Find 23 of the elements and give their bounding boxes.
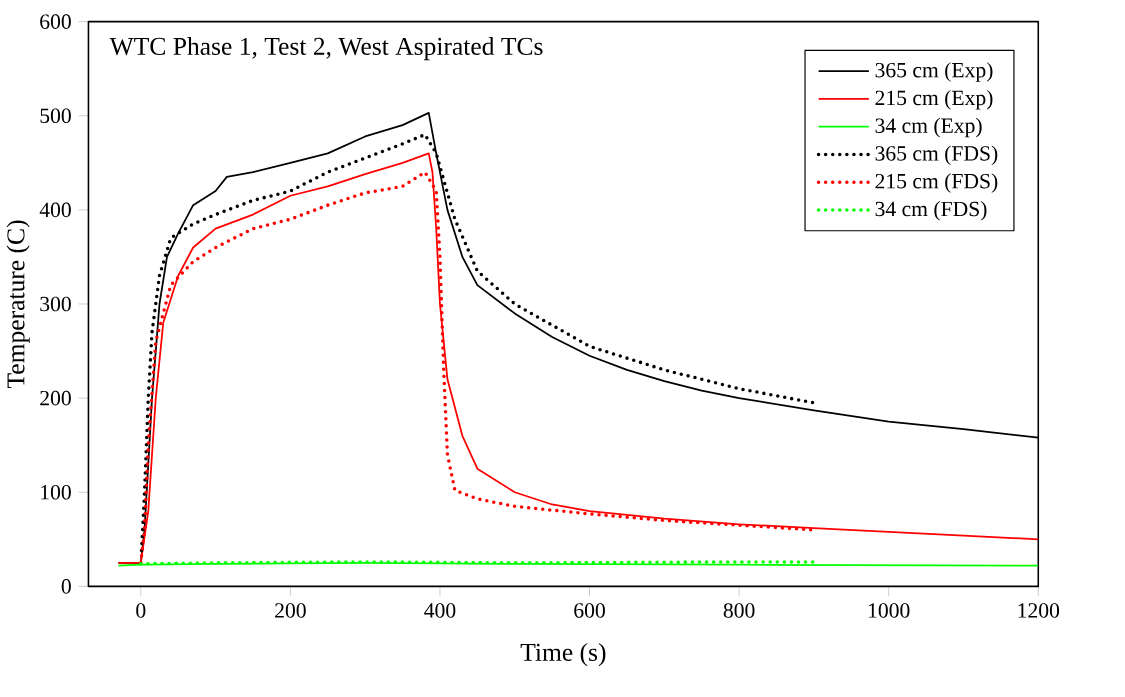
legend-label: 365 cm (Exp): [875, 62, 993, 82]
x-tick-label: 1200: [1018, 602, 1060, 618]
y-tick-label: 100: [41, 484, 71, 500]
legend-label: 215 cm (Exp): [875, 89, 993, 110]
x-tick-label: 1000: [868, 602, 910, 618]
x-tick-label: 400: [424, 602, 456, 618]
legend-label: 365 cm (FDS): [875, 145, 998, 165]
y-axis-title: Temperature (C): [6, 220, 30, 388]
legend-label: 34 cm (FDS): [875, 200, 987, 221]
x-axis-title: Time (s): [520, 642, 606, 666]
x-tick-label: 600: [574, 602, 605, 618]
x-tick-label: 0: [136, 602, 146, 618]
y-tick-label: 400: [39, 202, 71, 217]
y-tick-label: 500: [40, 108, 71, 123]
text: WTC Phase 1, Test 2, West Aspirated TCs: [109, 36, 543, 60]
legend-label: 215 cm (FDS): [875, 173, 998, 193]
legend-label: 34 cm (Exp): [875, 117, 982, 138]
y-tick-label: 600: [40, 14, 71, 29]
y-tick-label: 0: [61, 578, 71, 594]
x-tick-label: 200: [275, 602, 306, 618]
y-tick-label: 200: [40, 390, 71, 406]
y-tick-label: 300: [40, 296, 71, 312]
x-tick-label: 800: [723, 602, 755, 618]
